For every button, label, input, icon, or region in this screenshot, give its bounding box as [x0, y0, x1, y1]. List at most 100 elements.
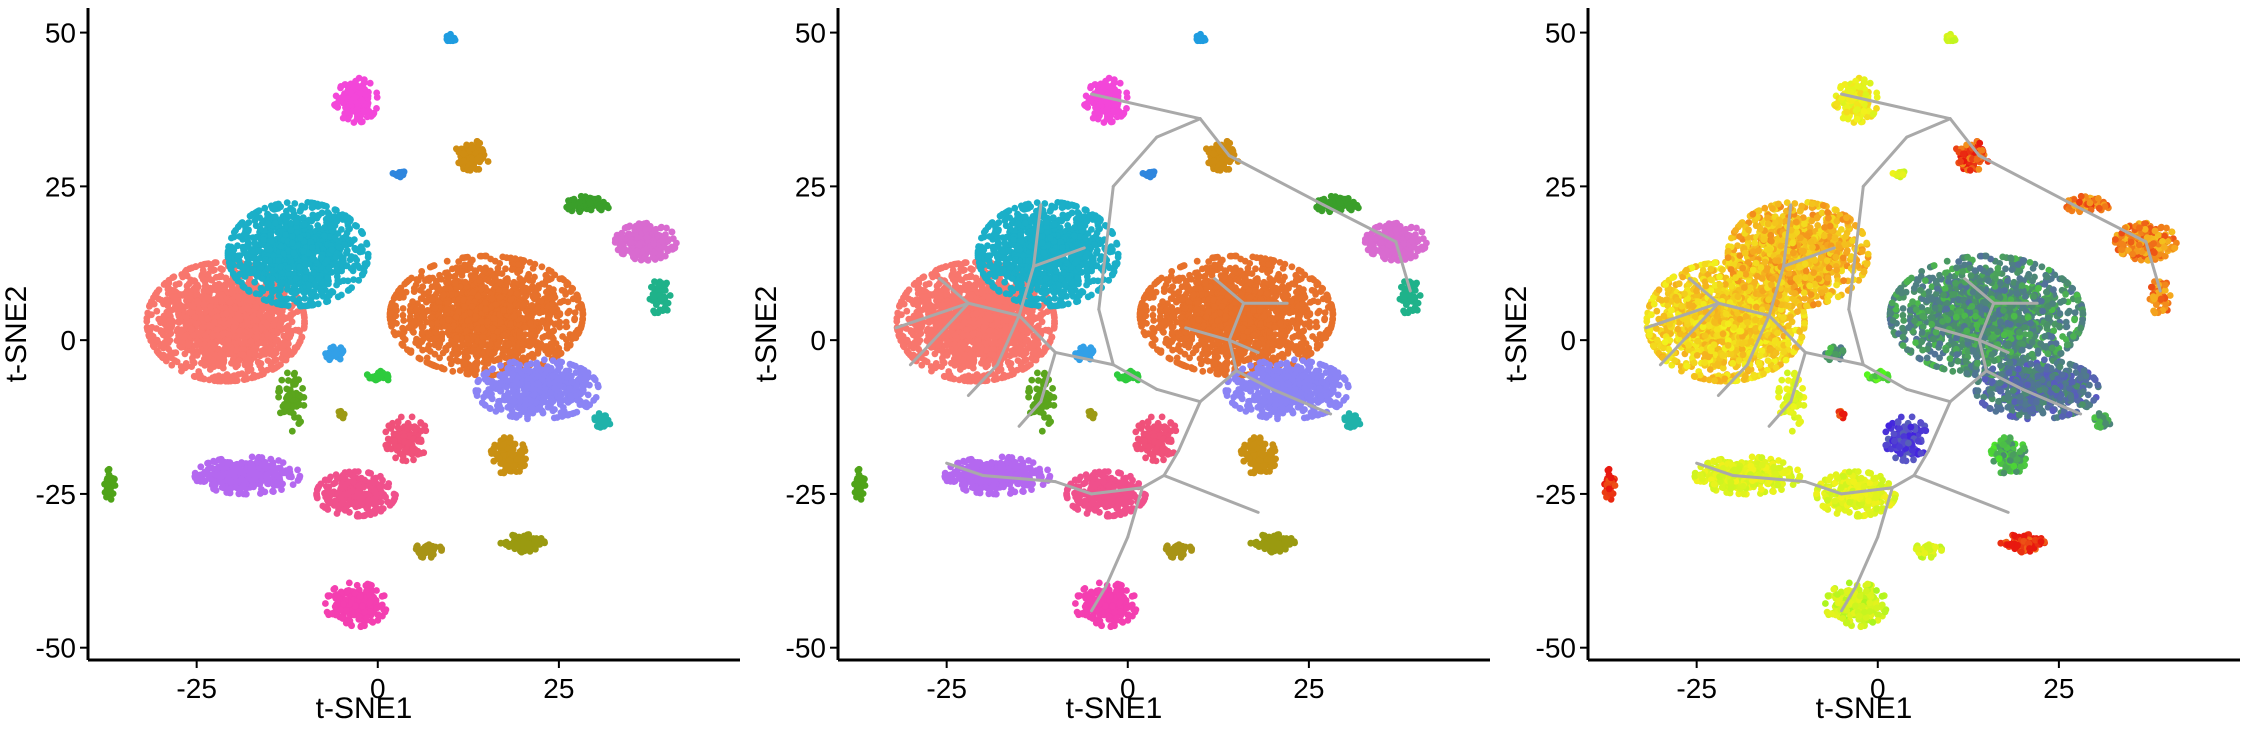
- data-point-cluster-4: [580, 367, 588, 375]
- data-point-cluster-3: [422, 277, 429, 284]
- data-point-cluster-2: [301, 260, 309, 268]
- data-point-cluster-3: [429, 274, 437, 282]
- data-point-cluster-1: [210, 341, 218, 348]
- data-point-cluster-1: [158, 296, 165, 304]
- data-point-cluster-3: [529, 277, 536, 285]
- data-point-cluster-1: [211, 259, 219, 267]
- data-point-cluster-5: [289, 481, 297, 488]
- data-point-cluster-3: [507, 296, 515, 304]
- data-point-cluster-1: [171, 357, 179, 364]
- data-point-cluster-2: [287, 204, 294, 212]
- data-point-cluster-5: [279, 459, 287, 466]
- data-point-cluster-4: [505, 369, 513, 376]
- data-point-cluster-3: [550, 327, 558, 335]
- data-point-cluster-4: [515, 365, 522, 373]
- data-point-cluster-3: [501, 287, 508, 294]
- data-point-cluster-1: [181, 333, 189, 341]
- data-point-cluster-2: [318, 289, 326, 296]
- data-point-cluster-2: [320, 232, 328, 240]
- data-point-cluster-1: [204, 315, 211, 323]
- data-point-cluster-3: [543, 288, 550, 296]
- data-point-cluster-2: [350, 276, 357, 283]
- data-point-cluster-3: [525, 270, 533, 278]
- data-point-cluster-3: [528, 350, 536, 358]
- data-point-cluster-2: [352, 246, 360, 254]
- data-point-cluster-1: [219, 351, 227, 359]
- data-point-cluster-4: [504, 393, 512, 401]
- data-point-cluster-5: [258, 486, 265, 493]
- data-point-cluster-2: [314, 222, 322, 229]
- data-point-cluster-3: [432, 328, 440, 336]
- data-point-cluster-1: [216, 273, 223, 281]
- data-point-cluster-4: [541, 356, 548, 364]
- data-point-cluster-3: [579, 316, 586, 324]
- data-point-cluster-3: [442, 346, 450, 354]
- data-point-cluster-3: [439, 318, 446, 325]
- data-point-cluster-3: [472, 312, 479, 320]
- data-point-cluster-1: [242, 372, 249, 380]
- data-point-cluster-5: [227, 478, 235, 486]
- data-point-cluster-2: [360, 268, 368, 276]
- data-point-cluster-4: [579, 401, 586, 408]
- data-point-cluster-4: [488, 390, 495, 398]
- data-point-cluster-1: [222, 310, 230, 318]
- data-point-cluster-1: [256, 339, 264, 347]
- data-point-cluster-3: [519, 302, 527, 310]
- data-point-cluster-1: [159, 354, 167, 362]
- data-point-cluster-3: [463, 370, 471, 377]
- data-point-cluster-3: [528, 302, 536, 309]
- data-point-cluster-3: [399, 342, 407, 349]
- data-point-cluster-2: [358, 248, 366, 255]
- data-point-cluster-2: [261, 258, 269, 266]
- data-point-cluster-1: [280, 314, 287, 321]
- data-point-cluster-2: [301, 220, 308, 228]
- data-point-cluster-1: [236, 315, 244, 323]
- data-point-cluster-1: [244, 365, 252, 373]
- data-point-cluster-3: [505, 340, 513, 348]
- data-point-cluster-1: [199, 267, 207, 274]
- data-point-cluster-2: [364, 250, 372, 258]
- data-point-cluster-1: [244, 319, 251, 326]
- data-point-cluster-1: [168, 306, 175, 314]
- data-point-cluster-1: [194, 337, 202, 345]
- data-point-cluster-1: [272, 364, 280, 371]
- data-point-cluster-3: [388, 299, 396, 307]
- data-point-cluster-3: [428, 320, 436, 328]
- data-point-cluster-5: [294, 466, 301, 474]
- data-point-cluster-3: [464, 317, 472, 324]
- data-point-cluster-3: [485, 277, 492, 285]
- data-point-cluster-2: [338, 226, 345, 233]
- data-point-cluster-3: [436, 271, 443, 279]
- data-point-cluster-3: [453, 351, 461, 358]
- data-point-cluster-3: [541, 333, 549, 340]
- data-point-cluster-3: [518, 346, 526, 354]
- data-point-cluster-3: [440, 365, 448, 373]
- data-point-cluster-2: [271, 219, 279, 227]
- data-point-cluster-5: [215, 456, 223, 464]
- data-point-cluster-3: [469, 288, 477, 296]
- data-point-cluster-1: [235, 357, 243, 365]
- data-point-cluster-2: [315, 275, 323, 283]
- data-point-cluster-3: [412, 339, 420, 346]
- data-point-cluster-3: [441, 285, 449, 293]
- data-point-cluster-3: [527, 319, 534, 327]
- data-point-cluster-2: [290, 249, 297, 257]
- data-point-cluster-1: [201, 260, 209, 268]
- data-point-cluster-1: [153, 307, 161, 315]
- data-point-cluster-3: [399, 333, 407, 341]
- data-point-cluster-3: [399, 305, 407, 312]
- data-point-cluster-3: [507, 255, 515, 263]
- data-point-cluster-3: [504, 277, 511, 284]
- data-point-cluster-5: [270, 488, 277, 495]
- data-point-cluster-2: [333, 266, 341, 274]
- data-point-cluster-2: [283, 199, 291, 207]
- data-point-cluster-3: [462, 358, 470, 365]
- scatter-points: [101, 30, 680, 631]
- data-point-cluster-3: [443, 305, 451, 313]
- data-point-cluster-3: [431, 304, 439, 312]
- data-point-cluster-2: [241, 284, 248, 291]
- data-point-cluster-5: [197, 471, 204, 479]
- data-point-cluster-3: [544, 350, 552, 357]
- data-point-cluster-3: [449, 367, 457, 375]
